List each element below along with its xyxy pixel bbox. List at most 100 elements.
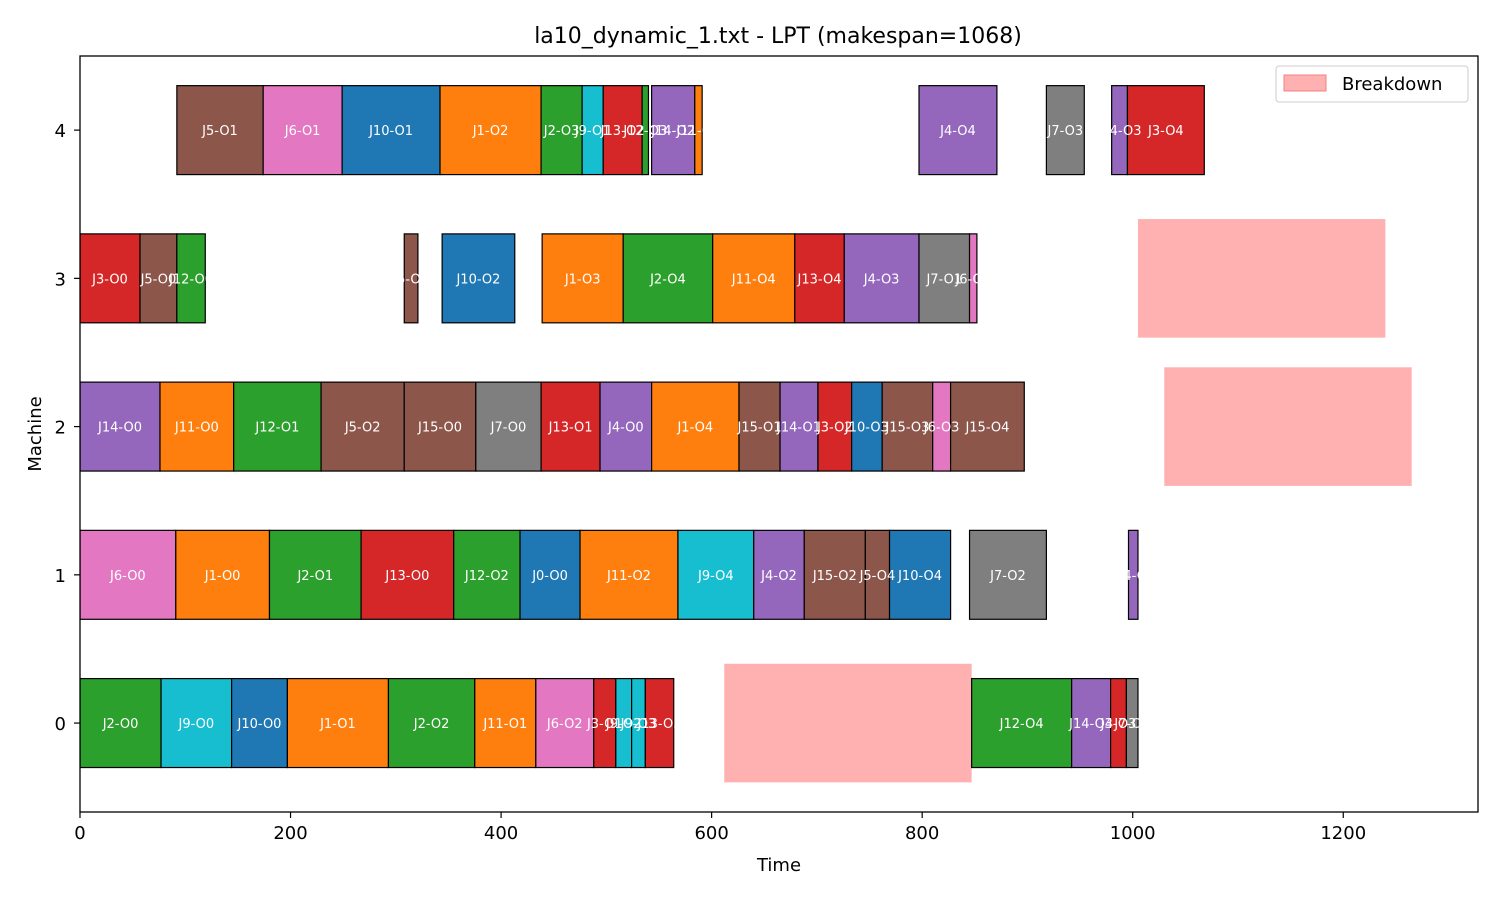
operation-bars <box>80 85 1412 783</box>
x-tick-label: 0 <box>74 823 85 844</box>
operation-bar <box>176 233 206 324</box>
operation-bar <box>540 381 601 472</box>
operation-bar <box>475 381 542 472</box>
operation-label: J3-O0 <box>91 272 128 287</box>
operation-label: J4-O0 <box>607 421 644 436</box>
operation-label: J15-O1 <box>737 421 782 436</box>
operation-bar <box>694 85 703 176</box>
operation-label: J15-O0 <box>417 421 462 436</box>
operation-label: J7-O3 <box>1047 124 1084 139</box>
operation-bar <box>175 529 271 620</box>
breakdown-bar <box>724 663 972 783</box>
operation-bar <box>677 529 755 620</box>
y-tick-label: 4 <box>55 121 66 142</box>
operation-bar <box>80 677 162 769</box>
x-tick-label: 600 <box>694 823 728 844</box>
operation-bar <box>817 381 853 472</box>
operation-label: J1-O4 <box>676 421 713 436</box>
operation-label: J3-O4 <box>1147 124 1184 139</box>
x-axis-label: Time <box>756 855 801 876</box>
operation-label: J2-O4 <box>649 272 686 287</box>
y-tick-label: 0 <box>55 714 66 735</box>
operation-bar <box>80 381 161 472</box>
operation-label: J7-O0 <box>490 421 527 436</box>
operation-bar <box>1045 85 1085 176</box>
operation-label: J0-O0 <box>531 569 568 584</box>
operation-bar <box>712 233 796 324</box>
operation-label: J11-O0 <box>174 421 219 436</box>
chart-title: la10_dynamic_1.txt - LPT (makespan=1068) <box>534 24 1022 49</box>
operation-label: J10-O4 <box>897 569 942 584</box>
operation-bar <box>403 381 477 472</box>
operation-label: J10-O1 <box>368 124 413 139</box>
y-tick-label: 3 <box>55 269 66 290</box>
operation-bar <box>1127 529 1139 620</box>
operation-labels: J2-O0 J9-O0 J10-O0 J1-O1 J2-O2 J11-O1 J6-O2 J3-… <box>91 124 1184 732</box>
operation-label: J6-O2 <box>546 717 583 732</box>
operation-bar <box>387 677 476 769</box>
operation-bar <box>651 381 740 472</box>
operation-bar <box>403 233 419 324</box>
operation-bar <box>541 233 624 324</box>
operation-bar <box>176 85 264 176</box>
operation-label: J3-O1 <box>586 717 623 732</box>
operation-label: J10-O3 <box>844 421 889 436</box>
operation-bar <box>160 677 233 769</box>
x-tick-label: 400 <box>484 823 518 844</box>
operation-label: J3-O2 <box>816 421 853 436</box>
operation-bar <box>439 85 542 176</box>
operation-bar <box>360 529 455 620</box>
operation-label: J4-O4 <box>939 124 976 139</box>
operation-label: J6-O3 <box>923 421 960 436</box>
operation-label: J14-O2 <box>650 124 695 139</box>
operation-bar <box>1125 677 1139 769</box>
operation-label: J6-O1 <box>284 124 321 139</box>
y-tick-label: 2 <box>55 418 66 439</box>
operation-label: J9-O4 <box>697 569 734 584</box>
legend-label-breakdown: Breakdown <box>1342 74 1442 95</box>
operation-bar <box>864 529 891 620</box>
operation-bar <box>644 677 675 769</box>
operation-bar <box>262 85 343 176</box>
operation-bar <box>738 381 781 472</box>
operation-label: J2-O3 <box>543 124 580 139</box>
operation-bar <box>230 677 288 769</box>
operation-label: J14-O1 <box>776 421 821 436</box>
operation-label: J12-O3 <box>622 124 667 139</box>
operation-label: J14-O0 <box>97 421 142 436</box>
y-axis-label: Machine <box>25 396 46 471</box>
operation-label: J2-O1 <box>296 569 333 584</box>
operation-bar <box>851 381 883 472</box>
operation-label: J13-O0 <box>384 569 429 584</box>
operation-label: J13-O2 <box>600 124 645 139</box>
plot-area: J2-O0 J9-O0 J10-O0 J1-O1 J2-O2 J11-O1 J6-O2 J3-… <box>79 55 1479 813</box>
operation-bar <box>918 85 998 176</box>
legend-swatch-breakdown <box>1283 74 1327 92</box>
operation-label: J5-O1 <box>201 124 238 139</box>
legend: Breakdown <box>1275 65 1469 103</box>
operation-label: J10-O0 <box>237 717 282 732</box>
operation-label: J9-O1 <box>574 124 611 139</box>
x-axis: 0 200 400 600 800 1000 1200 <box>74 812 1366 844</box>
operation-bar <box>80 529 177 620</box>
operation-bar <box>320 381 405 472</box>
operation-label: J15-O2 <box>812 569 857 584</box>
operation-label: J12-O1 <box>254 421 299 436</box>
operation-label: J9-O3 <box>620 717 657 732</box>
operation-label: J1-O3 <box>564 272 601 287</box>
x-tick-label: 1200 <box>1320 823 1366 844</box>
breakdown-bar <box>1164 367 1412 486</box>
breakdown-bar <box>1137 219 1386 338</box>
operation-label: J13-O3 <box>637 717 682 732</box>
operation-label: J15-O3 <box>884 421 929 436</box>
operation-bar <box>968 529 1047 620</box>
operation-bar <box>286 677 390 769</box>
operation-label: J6-O0 <box>109 569 146 584</box>
operation-label: J13-O1 <box>548 421 593 436</box>
operation-bar <box>918 233 971 324</box>
operation-label: J11-O2 <box>606 569 651 584</box>
x-tick-label: 800 <box>905 823 939 844</box>
operation-label: J12-O0 <box>168 272 213 287</box>
x-tick-label: 1000 <box>1110 823 1156 844</box>
